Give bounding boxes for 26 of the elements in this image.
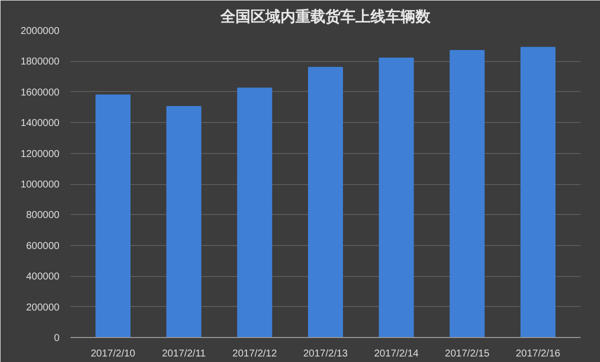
bar <box>96 94 130 338</box>
y-tick-label: 1200000 <box>20 148 60 160</box>
x-tick-label: 2017/2/14 <box>374 348 420 360</box>
bar <box>237 88 272 338</box>
y-tick-label: 1000000 <box>20 180 60 190</box>
x-tick-label: 2017/2/16 <box>516 348 561 360</box>
y-tick-label: 1800000 <box>20 56 60 68</box>
x-tick-label: 2017/2/10 <box>90 348 136 360</box>
y-tick-label: 0 <box>54 333 60 344</box>
y-tick-label: 600000 <box>26 240 60 252</box>
x-tick-label: 2017/2/13 <box>303 348 348 360</box>
y-tick-label: 400000 <box>26 272 60 283</box>
y-tick-label: 1600000 <box>20 87 60 98</box>
bar <box>378 58 414 338</box>
y-tick-label: 1400000 <box>20 118 60 130</box>
chart-title: 全国区域内重载货车上线车辆数 <box>220 8 432 26</box>
bar <box>166 106 202 338</box>
x-tick-label: 2017/2/11 <box>162 348 206 360</box>
bar <box>520 46 556 338</box>
x-tick-label: 2017/2/12 <box>232 348 278 360</box>
y-tick-label: 800000 <box>26 210 60 222</box>
y-tick-label: 200000 <box>26 302 60 314</box>
x-tick-label: 2017/2/15 <box>444 348 490 360</box>
y-tick-label: 2000000 <box>20 26 60 37</box>
bar <box>308 66 343 338</box>
bar <box>450 50 485 338</box>
